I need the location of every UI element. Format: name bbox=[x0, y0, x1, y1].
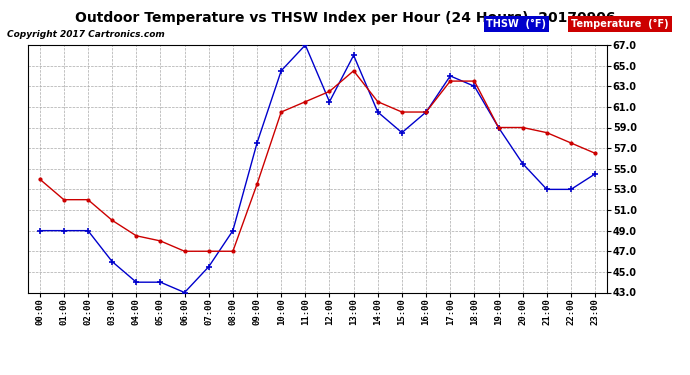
Text: Temperature  (°F): Temperature (°F) bbox=[571, 20, 669, 29]
Text: THSW  (°F): THSW (°F) bbox=[486, 20, 546, 29]
Text: Copyright 2017 Cartronics.com: Copyright 2017 Cartronics.com bbox=[7, 30, 165, 39]
Text: Outdoor Temperature vs THSW Index per Hour (24 Hours)  20170906: Outdoor Temperature vs THSW Index per Ho… bbox=[75, 11, 615, 25]
